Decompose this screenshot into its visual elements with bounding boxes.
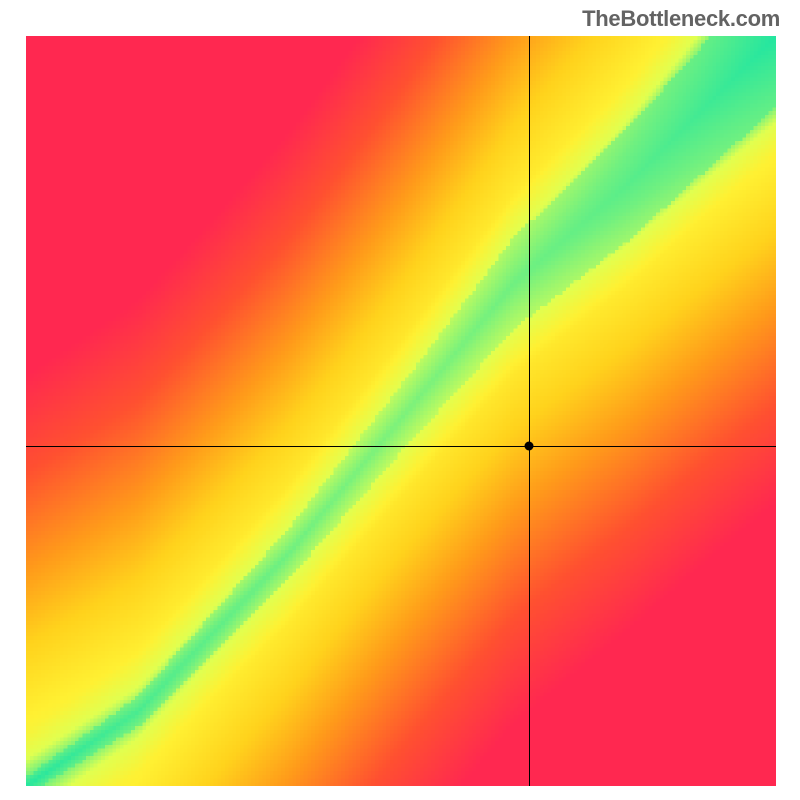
crosshair-marker-dot — [525, 442, 534, 451]
heatmap-canvas — [26, 36, 776, 786]
chart-container: TheBottleneck.com — [0, 0, 800, 800]
heatmap-plot — [26, 36, 776, 786]
watermark-text: TheBottleneck.com — [582, 6, 780, 32]
crosshair-horizontal-line — [26, 446, 776, 447]
crosshair-vertical-line — [529, 36, 530, 786]
